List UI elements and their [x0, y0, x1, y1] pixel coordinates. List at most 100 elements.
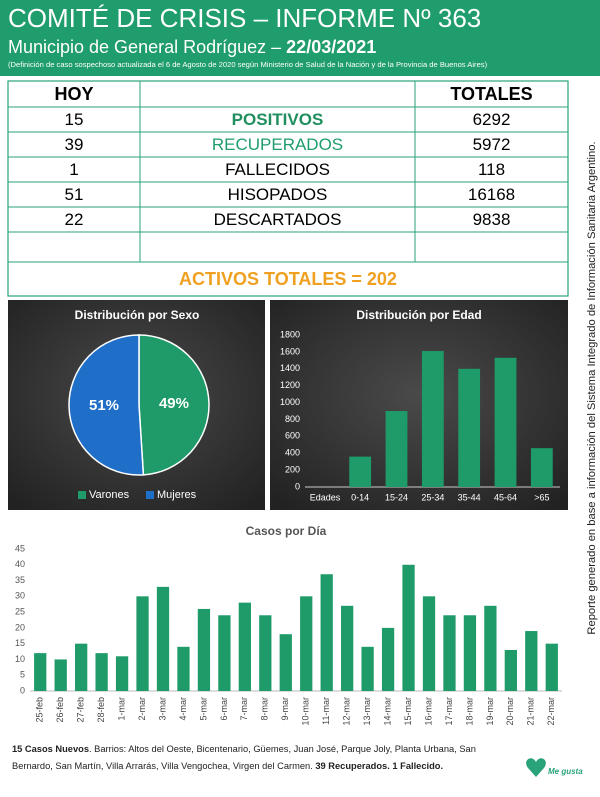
table-cell: 1 — [69, 160, 78, 179]
age-panel — [270, 300, 568, 510]
y-tick-label: 200 — [285, 464, 300, 474]
table-label: HISOPADOS — [228, 185, 328, 204]
x-tick-label: 20-mar — [505, 697, 515, 726]
bar — [197, 608, 211, 691]
pie-label: 49% — [159, 395, 189, 412]
x-tick-label: 18-mar — [464, 697, 474, 726]
footer: 15 Casos Nuevos. Barrios: Altos del Oest… — [12, 741, 512, 775]
y-tick-label: 1200 — [280, 380, 300, 390]
y-tick-label: 15 — [15, 638, 25, 648]
bar — [300, 596, 313, 691]
bar — [463, 615, 477, 691]
side-note: Reporte generado en base a información d… — [586, 141, 598, 634]
footer-recovered: 39 Recuperados. — [315, 761, 390, 771]
y-tick-label: 1800 — [280, 329, 300, 339]
activos: ACTIVOS TOTALES = 202 — [179, 269, 397, 289]
table-head: TOTALES — [450, 84, 532, 104]
bar — [458, 368, 481, 487]
bar — [279, 634, 292, 691]
table-label: FALLECIDOS — [225, 160, 330, 179]
legend-swatch — [146, 491, 154, 499]
bar — [349, 456, 372, 487]
table-cell: 16168 — [468, 185, 515, 204]
x-tick-label: 25-feb — [35, 697, 45, 723]
bar — [381, 627, 395, 691]
bar — [525, 631, 538, 691]
bar — [95, 653, 108, 691]
x-tick-label: 13-mar — [362, 697, 372, 726]
x-tick-label: 35-44 — [458, 492, 481, 502]
y-tick-label: 1000 — [280, 397, 300, 407]
table-cell: 118 — [478, 160, 505, 179]
x-tick-label: 22-mar — [546, 697, 556, 726]
bar — [504, 649, 517, 691]
bar — [259, 615, 272, 691]
y-tick-label: 1600 — [280, 346, 300, 356]
y-tick-label: 0 — [20, 685, 25, 695]
x-tick-label: 19-mar — [485, 697, 495, 726]
x-tick-label: 3-mar — [157, 697, 167, 721]
bar — [75, 643, 88, 691]
footer-deaths: 1 Fallecido. — [392, 761, 444, 771]
x-tick-label: 14-mar — [382, 697, 392, 726]
bar — [422, 596, 436, 691]
table-cell: 6292 — [473, 110, 511, 129]
x-tick-label: 1-mar — [116, 697, 126, 721]
x-tick-label: 10-mar — [301, 697, 311, 726]
note: (Definición de caso sospechoso actualiza… — [8, 60, 488, 69]
x-tick-label: >65 — [534, 492, 549, 502]
x-tick-label: 27-feb — [76, 697, 86, 723]
y-tick-label: 10 — [15, 654, 25, 664]
table-border — [7, 80, 569, 297]
y-tick-label: 45 — [15, 543, 25, 553]
y-tick-label: 800 — [285, 414, 300, 424]
bar — [361, 646, 374, 691]
bar — [156, 586, 170, 691]
x-tick-label: 26-feb — [55, 697, 65, 723]
pie-slice — [68, 334, 145, 476]
bar — [484, 605, 497, 691]
footer-barrios: . Barrios: Altos del Oeste, Bicentenario… — [12, 744, 476, 771]
y-tick-label: 20 — [15, 622, 25, 632]
bar — [320, 574, 333, 691]
table-cell: 39 — [65, 135, 84, 154]
table-cell: 22 — [65, 210, 84, 229]
subtitle-text: Municipio de General Rodríguez – — [8, 37, 281, 57]
bar — [54, 659, 67, 691]
y-tick-label: 30 — [15, 591, 25, 601]
x-tick-label: 45-64 — [494, 492, 517, 502]
x-tick-label: 9-mar — [280, 697, 290, 721]
x-tick-label: 6-mar — [219, 697, 229, 721]
table-cell: 15 — [65, 110, 84, 129]
x-tick-label: 4-mar — [178, 697, 188, 721]
bar — [421, 351, 444, 487]
chart-title: Distribución por Sexo — [75, 308, 200, 322]
bar — [530, 448, 553, 487]
chart-title: Distribución por Edad — [356, 308, 481, 322]
legend-swatch — [78, 491, 86, 499]
bar — [177, 646, 190, 691]
y-tick-label: 40 — [15, 559, 25, 569]
bar — [218, 615, 231, 691]
x-tick-label: 15-24 — [385, 492, 408, 502]
x-tick-label: 28-feb — [96, 697, 106, 723]
chart-title: Casos por Día — [246, 524, 327, 538]
bar — [494, 357, 517, 487]
table-cell: 5972 — [473, 135, 511, 154]
subtitle: Municipio de General Rodríguez – 22/03/2… — [8, 37, 376, 57]
bar — [385, 411, 408, 487]
table-head: HOY — [54, 84, 93, 104]
x-tick-label: 11-mar — [321, 697, 331, 725]
x-tick-label: 16-mar — [423, 697, 433, 726]
table-label: RECUPERADOS — [212, 135, 343, 154]
table-label: DESCARTADOS — [214, 210, 342, 229]
y-tick-label: 600 — [285, 431, 300, 441]
x-tick-label: 25-34 — [421, 492, 444, 502]
pie-label: 51% — [89, 397, 119, 414]
y-tick-label: 1400 — [280, 363, 300, 373]
x-tick-label: 21-mar — [526, 697, 536, 726]
x-tick-label: 0-14 — [351, 492, 369, 502]
bar — [136, 596, 149, 691]
table-cell: 51 — [65, 185, 84, 204]
